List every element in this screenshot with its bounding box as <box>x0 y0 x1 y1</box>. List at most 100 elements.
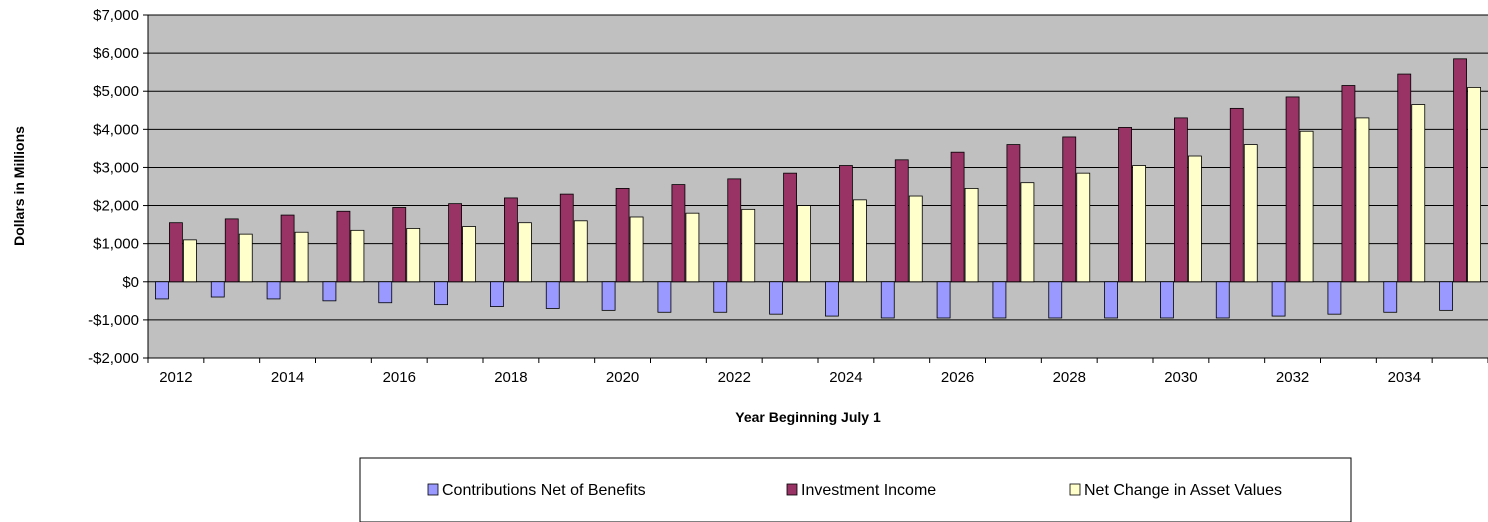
legend-label-3: Net Change in Asset Values <box>1084 482 1282 499</box>
bar-1-2027 <box>992 281 1007 319</box>
bar-2-2012 <box>169 222 183 283</box>
x-tick-label: 2028 <box>1053 369 1086 386</box>
bar-3-2019 <box>573 220 588 283</box>
bar-3-2035 <box>1467 87 1481 283</box>
bar-1-2022 <box>713 281 728 313</box>
bar-3-2013 <box>238 233 253 283</box>
bar-1-2031 <box>1215 281 1230 319</box>
y-tick-label: $2,000 <box>93 198 139 215</box>
bar-3-2021 <box>685 212 700 283</box>
x-tick-label: 2024 <box>829 369 862 386</box>
x-tick-label: 2032 <box>1276 369 1309 386</box>
y-tick-labels: -$2,000 -$1,000 $0 $1,000 $2,000 $3,000 $4,000… <box>88 7 139 367</box>
bar-3-2030 <box>1188 155 1202 283</box>
x-axis-title: Year Beginning July 1 <box>735 409 881 425</box>
bar-2-2020 <box>615 188 630 283</box>
bar-2-2028 <box>1062 136 1077 283</box>
bar-2-2024 <box>839 165 853 283</box>
bar-2-2033 <box>1341 85 1356 283</box>
y-tick-label: $4,000 <box>93 121 139 138</box>
bar-2-2029 <box>1118 127 1132 283</box>
bar-1-2025 <box>880 281 895 319</box>
bar-3-2034 <box>1411 104 1426 283</box>
bar-3-2020 <box>629 216 644 283</box>
x-tick-label: 2034 <box>1388 369 1421 386</box>
x-tick-label: 2014 <box>271 369 304 386</box>
bar-1-2024 <box>825 281 839 317</box>
y-tick-label: $7,000 <box>93 7 139 24</box>
bar-3-2012 <box>183 239 197 283</box>
y-axis-title: Dollars in Millions <box>11 126 27 246</box>
y-tick-label: -$1,000 <box>88 312 139 329</box>
plot-area <box>148 15 1488 358</box>
bar-2-2014 <box>280 214 295 283</box>
bar-3-2025 <box>908 195 923 283</box>
y-tick-label: $1,000 <box>93 236 139 253</box>
legend-label-2: Investment Income <box>801 482 936 499</box>
bar-2-2021 <box>671 184 686 283</box>
x-tick-label: 2018 <box>494 369 527 386</box>
bar-3-2029 <box>1132 165 1146 283</box>
bar-1-2035 <box>1439 281 1453 311</box>
bar-3-2014 <box>294 231 309 283</box>
bar-1-2013 <box>210 281 225 298</box>
gridlines <box>148 14 1488 359</box>
bar-2-2034 <box>1397 73 1412 283</box>
legend-swatch-1 <box>427 483 439 496</box>
x-tick-label: 2016 <box>383 369 416 386</box>
y-tick-label: -$2,000 <box>88 350 139 367</box>
y-tick-label: $6,000 <box>93 45 139 62</box>
bar-2-2023 <box>783 172 797 283</box>
bar-3-2027 <box>1020 182 1035 283</box>
x-tick-label: 2026 <box>941 369 974 386</box>
bar-2-2018 <box>504 197 518 283</box>
y-tick-label: $0 <box>122 274 139 291</box>
plot-background <box>148 15 1488 358</box>
bar-2-2025 <box>894 159 909 283</box>
bar-3-2024 <box>853 199 867 283</box>
bar-1-2029 <box>1104 281 1118 319</box>
bar-1-2030 <box>1160 281 1174 319</box>
bar-1-2023 <box>769 281 783 315</box>
axes <box>143 14 1488 363</box>
bar-1-2018 <box>490 281 504 307</box>
bar-3-2015 <box>350 229 365 283</box>
bar-3-2016 <box>406 228 421 283</box>
bar-3-2031 <box>1243 144 1258 283</box>
bar-2-2015 <box>336 210 351 283</box>
bar-3-2023 <box>797 205 811 283</box>
x-tick-label: 2030 <box>1164 369 1197 386</box>
bar-1-2020 <box>601 281 616 311</box>
legend-label-1: Contributions Net of Benefits <box>442 482 646 499</box>
bar-1-2012 <box>155 281 169 300</box>
legend-box <box>359 457 1352 522</box>
bar-2-2013 <box>224 218 239 283</box>
x-tick-labels: 2012 2014 2016 2018 2020 2022 2024 2026 2028 2030… <box>159 369 1421 386</box>
x-tick-label: 2022 <box>718 369 751 386</box>
bar-2-2019 <box>559 193 574 283</box>
bar-2-2031 <box>1229 107 1244 283</box>
bar-1-2017 <box>434 281 448 306</box>
legend-swatch-2 <box>786 483 798 496</box>
bar-1-2021 <box>657 281 672 313</box>
bar-2-2016 <box>392 207 407 283</box>
bar-2-2032 <box>1285 96 1300 283</box>
bar-1-2032 <box>1271 281 1286 317</box>
bar-3-2018 <box>518 222 532 283</box>
bar-1-2034 <box>1383 281 1398 313</box>
bar-2-2035 <box>1453 58 1467 283</box>
bar-2-2022 <box>727 178 742 283</box>
y-tick-label: $3,000 <box>93 159 139 176</box>
bar-1-2015 <box>322 281 337 302</box>
bar-2-2017 <box>448 203 462 283</box>
legend: Contributions Net of Benefits Investment … <box>359 457 1352 522</box>
bar-1-2014 <box>266 281 281 300</box>
bars <box>155 58 1481 319</box>
bar-1-2033 <box>1327 281 1342 315</box>
bar-1-2028 <box>1048 281 1063 319</box>
legend-swatch-3 <box>1069 483 1081 496</box>
bar-2-2026 <box>950 151 965 283</box>
x-tick-label: 2020 <box>606 369 639 386</box>
bar-2-2027 <box>1006 144 1021 283</box>
